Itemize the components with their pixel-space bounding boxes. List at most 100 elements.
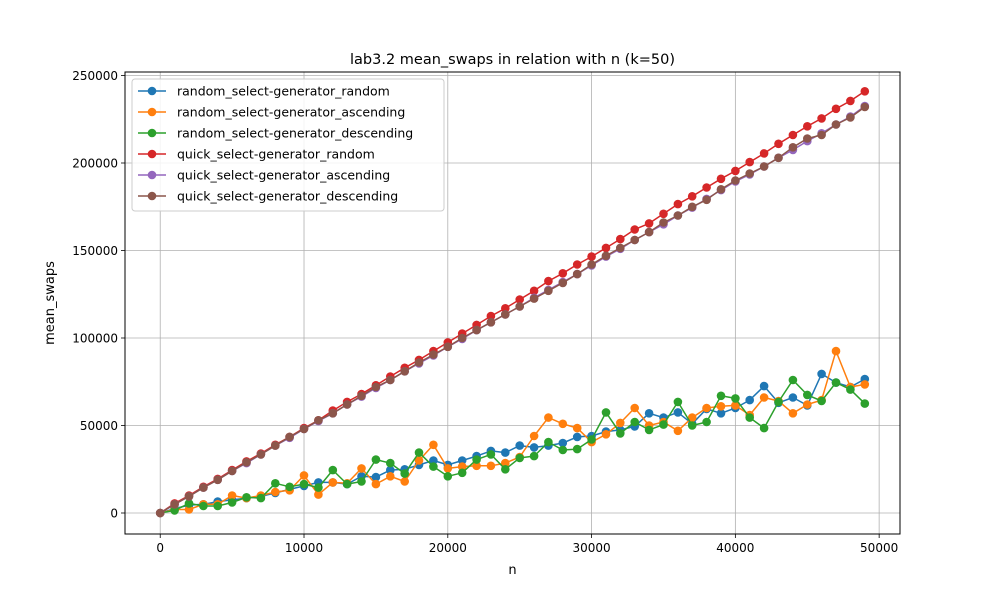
data-point (386, 458, 395, 468)
data-point (745, 169, 754, 178)
data-point (170, 506, 179, 515)
data-point (529, 451, 539, 461)
x-axis-label: n (508, 563, 516, 578)
data-point (443, 342, 453, 352)
data-point (673, 199, 683, 209)
data-point (673, 408, 683, 417)
data-point (486, 450, 496, 459)
data-point (515, 453, 524, 463)
data-point (371, 472, 381, 482)
plot-frame (124, 71, 901, 535)
data-point (184, 492, 194, 501)
data-point (831, 120, 841, 129)
data-point (515, 441, 524, 450)
data-point (759, 381, 769, 391)
data-point (817, 396, 826, 406)
data-point (788, 393, 798, 402)
data-point (429, 456, 438, 465)
data-point (227, 466, 237, 476)
y-tick-label: 100000 (72, 331, 118, 345)
data-point (314, 483, 323, 492)
data-point (716, 402, 726, 411)
data-point (817, 114, 826, 123)
data-point (472, 461, 481, 471)
data-point (285, 482, 294, 492)
data-point (831, 378, 841, 387)
data-point (572, 423, 582, 433)
data-point (572, 432, 582, 442)
data-point (616, 429, 625, 438)
data-point (659, 209, 668, 219)
data-point (846, 385, 855, 394)
data-point (371, 479, 381, 489)
data-point (774, 397, 783, 407)
data-point (443, 472, 453, 481)
legend-label: random_select-generator_descending (177, 126, 413, 141)
data-point (457, 462, 467, 471)
data-point (601, 430, 611, 439)
data-point (371, 455, 381, 464)
data-point (529, 294, 539, 303)
data-point (558, 445, 568, 455)
data-point (213, 501, 222, 511)
data-point (501, 448, 510, 457)
data-point (716, 185, 726, 194)
data-point (155, 508, 165, 518)
data-point (271, 487, 280, 497)
x-tick-label: 10000 (285, 541, 323, 555)
data-point (587, 435, 596, 444)
data-point (429, 440, 438, 450)
data-point (357, 391, 366, 401)
legend-label: random_select-generator_random (177, 84, 390, 99)
data-point (529, 286, 539, 296)
data-point (472, 325, 481, 335)
data-point (846, 96, 855, 106)
data-point (285, 432, 294, 442)
data-point (673, 426, 683, 436)
data-point (271, 441, 280, 450)
legend-box (131, 78, 445, 212)
data-point (414, 358, 424, 367)
x-tick-label: 0 (156, 541, 164, 555)
legend-label: quick_select-generator_random (177, 147, 375, 162)
data-point (170, 500, 179, 509)
legend-label: quick_select-generator_ascending (177, 168, 390, 183)
data-point (803, 122, 812, 131)
y-tick-label: 0 (110, 506, 118, 520)
data-point (558, 278, 568, 288)
data-point (271, 479, 280, 488)
legend-label: quick_select-generator_descending (177, 189, 398, 204)
data-point (731, 176, 740, 185)
data-point (572, 269, 582, 279)
legend-item: quick_select-generator_ascending (138, 168, 390, 183)
data-point (716, 174, 726, 184)
data-point (357, 477, 366, 486)
y-tick-label: 250000 (72, 69, 118, 83)
data-point (601, 251, 611, 261)
data-point (630, 403, 639, 413)
y-tick-label: 200000 (72, 156, 118, 170)
data-point (860, 399, 870, 408)
data-point (256, 450, 266, 459)
data-point (299, 424, 309, 434)
y-axis: 0 50000 100000 150000 200000 250000 (72, 69, 125, 520)
legend-marker (147, 170, 157, 180)
data-point (644, 219, 654, 228)
data-point (558, 438, 568, 448)
data-point (515, 302, 524, 311)
data-point (400, 469, 410, 478)
data-point (630, 417, 639, 427)
legend-item: random_select-generator_descending (138, 126, 413, 141)
data-point (702, 195, 711, 205)
data-point (443, 464, 453, 473)
data-point (702, 183, 711, 192)
data-point (486, 461, 496, 471)
data-point (544, 286, 553, 296)
data-point (357, 464, 366, 473)
data-point (199, 501, 208, 511)
data-point (759, 393, 769, 402)
data-point (716, 409, 726, 418)
data-point (659, 420, 668, 429)
data-point (256, 493, 266, 503)
